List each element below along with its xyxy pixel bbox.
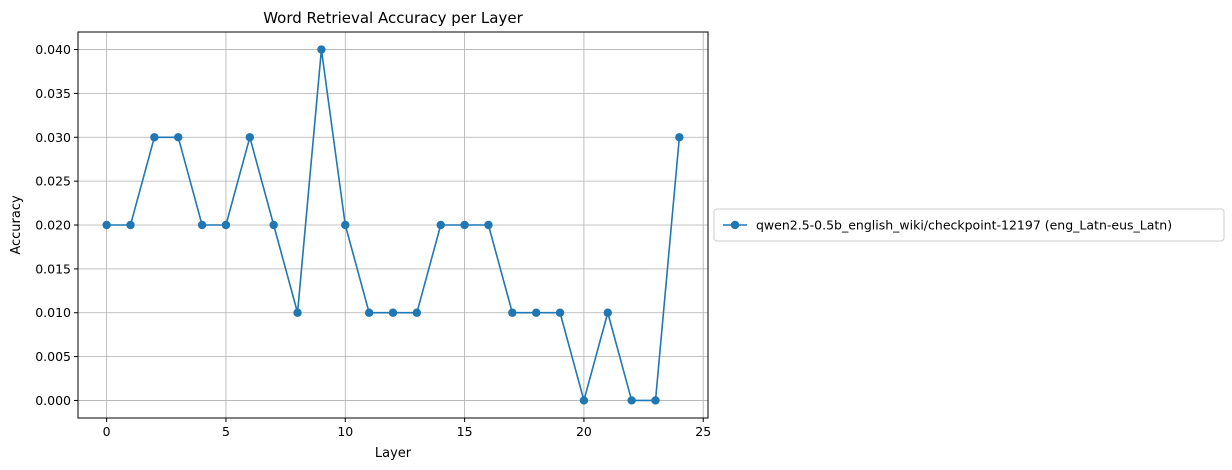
data-point xyxy=(531,308,541,317)
data-point xyxy=(221,220,231,230)
y-tick-label: 0.010 xyxy=(35,305,71,320)
y-tick-label: 0.020 xyxy=(35,218,71,233)
data-point xyxy=(412,308,422,317)
data-point xyxy=(436,220,445,230)
data-point xyxy=(364,308,374,317)
axis-ticks: 0 5 10 15 20 25 0.000 0.005 0.010 0.015 0.020 0.025… xyxy=(35,42,711,439)
data-point xyxy=(126,220,135,230)
legend: qwen2.5-0.5b_english_wiki/checkpoint-121… xyxy=(713,208,1225,242)
x-tick-label: 25 xyxy=(695,424,711,439)
data-point xyxy=(174,133,183,142)
y-tick-label: 0.015 xyxy=(35,261,71,276)
data-point xyxy=(603,308,612,317)
x-tick-label: 10 xyxy=(337,424,353,439)
data-point xyxy=(388,308,398,317)
data-point xyxy=(651,396,660,405)
data-point xyxy=(245,133,255,142)
chart-title: Word Retrieval Accuracy per Layer xyxy=(263,9,523,27)
y-tick-label: 0.035 xyxy=(35,86,71,101)
legend-box xyxy=(713,208,1225,242)
y-tick-label: 0.025 xyxy=(35,174,71,189)
y-axis-label: Accuracy xyxy=(9,195,24,255)
data-point xyxy=(508,308,517,317)
y-tick-label: 0.030 xyxy=(35,130,71,145)
data-point xyxy=(579,396,589,405)
y-tick-label: 0.000 xyxy=(35,393,71,408)
data-point xyxy=(197,220,207,230)
x-axis-label: Layer xyxy=(375,446,412,461)
data-point xyxy=(627,396,636,405)
data-point xyxy=(484,220,493,230)
data-point xyxy=(341,220,350,230)
data-point xyxy=(150,133,159,142)
x-tick-label: 5 xyxy=(222,424,230,439)
series xyxy=(102,45,684,405)
data-point xyxy=(460,220,469,230)
data-point xyxy=(675,133,684,142)
legend-entry-label: qwen2.5-0.5b_english_wiki/checkpoint-121… xyxy=(756,218,1172,233)
data-point xyxy=(102,220,111,230)
data-point xyxy=(317,45,326,54)
data-point xyxy=(293,308,302,317)
x-tick-label: 0 xyxy=(103,424,111,439)
legend-marker xyxy=(730,220,740,230)
grid xyxy=(78,32,708,418)
x-tick-label: 20 xyxy=(576,424,592,439)
y-tick-label: 0.005 xyxy=(35,349,71,364)
y-tick-label: 0.040 xyxy=(35,42,71,57)
data-point xyxy=(269,220,278,230)
x-tick-label: 15 xyxy=(457,424,473,439)
data-point xyxy=(555,308,565,317)
